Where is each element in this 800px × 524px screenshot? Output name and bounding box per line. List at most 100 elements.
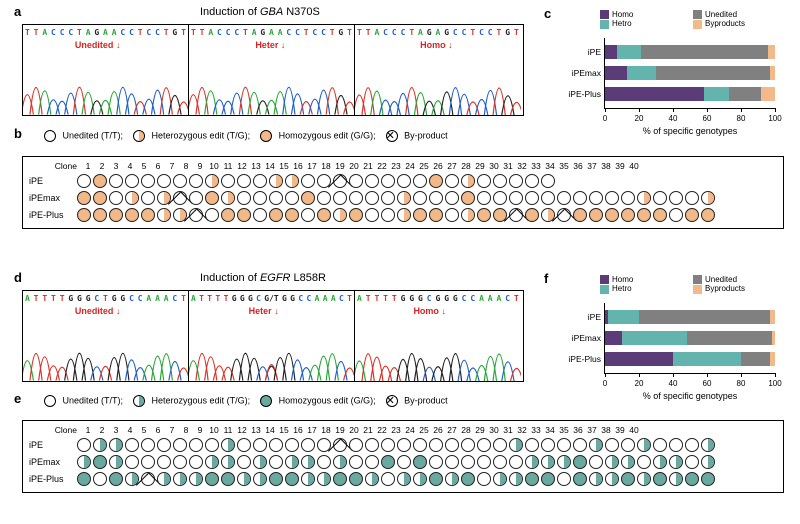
clone-row: iPE xyxy=(29,174,777,188)
bar-segment xyxy=(770,352,775,366)
clone-cell xyxy=(285,191,299,205)
clone-cell xyxy=(461,174,475,188)
bar-segment xyxy=(741,352,770,366)
clone-cell xyxy=(317,455,331,469)
clone-cell xyxy=(589,438,603,452)
clone-cell xyxy=(157,472,171,486)
bar-segment xyxy=(617,45,641,59)
clone-cell xyxy=(93,472,107,486)
clone-cell xyxy=(429,174,443,188)
clone-cell xyxy=(541,472,555,486)
clone-cell xyxy=(253,174,267,188)
clone-cell xyxy=(205,191,219,205)
clone-cell xyxy=(77,472,91,486)
clone-cell xyxy=(493,472,507,486)
clone-cell xyxy=(493,191,507,205)
clone-cell xyxy=(221,191,235,205)
clone-cell xyxy=(413,174,427,188)
clone-cell xyxy=(269,472,283,486)
clone-cell xyxy=(701,208,715,222)
clone-cell xyxy=(637,191,651,205)
clone-cell xyxy=(493,438,507,452)
clone-cell xyxy=(381,472,395,486)
clone-cell xyxy=(301,191,315,205)
clone-cell xyxy=(589,455,603,469)
clone-cell xyxy=(173,191,187,205)
clone-cell xyxy=(669,438,683,452)
clone-cell xyxy=(317,472,331,486)
clone-cell xyxy=(205,208,219,222)
clone-cell xyxy=(477,208,491,222)
chromatogram-row-d: ATTTTGGGCTGGCCAAACTUnedited ↓ATTTTGGGCG/… xyxy=(22,290,524,382)
clone-cell xyxy=(653,455,667,469)
clone-cell xyxy=(221,208,235,222)
bar-segment xyxy=(770,66,775,80)
bar-segment xyxy=(656,66,770,80)
clone-cell xyxy=(125,208,139,222)
clone-legend-e: Unedited (T/T); Heterozygous edit (T/G);… xyxy=(44,395,448,407)
bar-segment xyxy=(704,87,730,101)
clone-cell xyxy=(317,191,331,205)
clone-cell xyxy=(141,438,155,452)
clone-cell xyxy=(141,455,155,469)
clone-cell xyxy=(301,455,315,469)
bar-segment xyxy=(639,310,770,324)
row-label: iPEmax xyxy=(559,68,601,78)
clone-cell xyxy=(445,191,459,205)
clone-cell xyxy=(333,174,347,188)
clone-cell xyxy=(477,455,491,469)
clone-cell xyxy=(557,191,571,205)
clone-cell xyxy=(653,208,667,222)
bar-segment xyxy=(605,352,673,366)
clone-cell xyxy=(397,191,411,205)
row-label: iPE-Plus xyxy=(559,89,601,99)
chrom-label: Unedited ↓ xyxy=(68,40,128,50)
clone-cell xyxy=(477,438,491,452)
clone-cell xyxy=(93,208,107,222)
clone-cell xyxy=(413,455,427,469)
clone-cell xyxy=(141,191,155,205)
clone-cell xyxy=(445,472,459,486)
clone-cell xyxy=(349,208,363,222)
clone-cell xyxy=(285,208,299,222)
panel-title-d: Induction of EGFR L858R xyxy=(200,272,326,284)
clone-cell xyxy=(509,208,523,222)
clone-cell xyxy=(189,208,203,222)
bar-segment xyxy=(605,331,622,345)
clone-cell xyxy=(573,472,587,486)
clone-cell xyxy=(493,455,507,469)
row-label: iPE xyxy=(559,47,601,57)
clone-cell xyxy=(157,455,171,469)
clone-row: iPEmax xyxy=(29,455,777,469)
chromatogram-row-a: TTACCCTAGAACCTCCTGTUnedited ↓TTACCCTAGAA… xyxy=(22,24,524,116)
clone-cell xyxy=(285,438,299,452)
clone-row: iPE-Plus xyxy=(29,208,777,222)
clone-row: iPE xyxy=(29,438,777,452)
clone-cell xyxy=(445,455,459,469)
clone-cell xyxy=(125,191,139,205)
clone-cell xyxy=(381,191,395,205)
clone-cell xyxy=(669,455,683,469)
clone-cell xyxy=(669,208,683,222)
clone-cell xyxy=(429,208,443,222)
chrom-label: Heter ↓ xyxy=(234,306,294,316)
clone-cell xyxy=(173,455,187,469)
clone-cell xyxy=(269,438,283,452)
bar-segment xyxy=(729,87,761,101)
clone-cell xyxy=(685,438,699,452)
clone-cell xyxy=(77,191,91,205)
clone-cell xyxy=(413,472,427,486)
clone-cell xyxy=(109,208,123,222)
clone-cell xyxy=(621,472,635,486)
clone-cell xyxy=(301,208,315,222)
clone-cell xyxy=(141,208,155,222)
clone-cell xyxy=(685,472,699,486)
bar-segment xyxy=(627,66,656,80)
stacked-chart-f: HomoUneditedHetroByproductsiPEiPEmaxiPE-… xyxy=(560,285,780,395)
clone-cell xyxy=(509,191,523,205)
clone-cell xyxy=(381,455,395,469)
clone-cell xyxy=(349,191,363,205)
clone-cell xyxy=(637,208,651,222)
clone-cell xyxy=(109,455,123,469)
clone-cell xyxy=(349,438,363,452)
